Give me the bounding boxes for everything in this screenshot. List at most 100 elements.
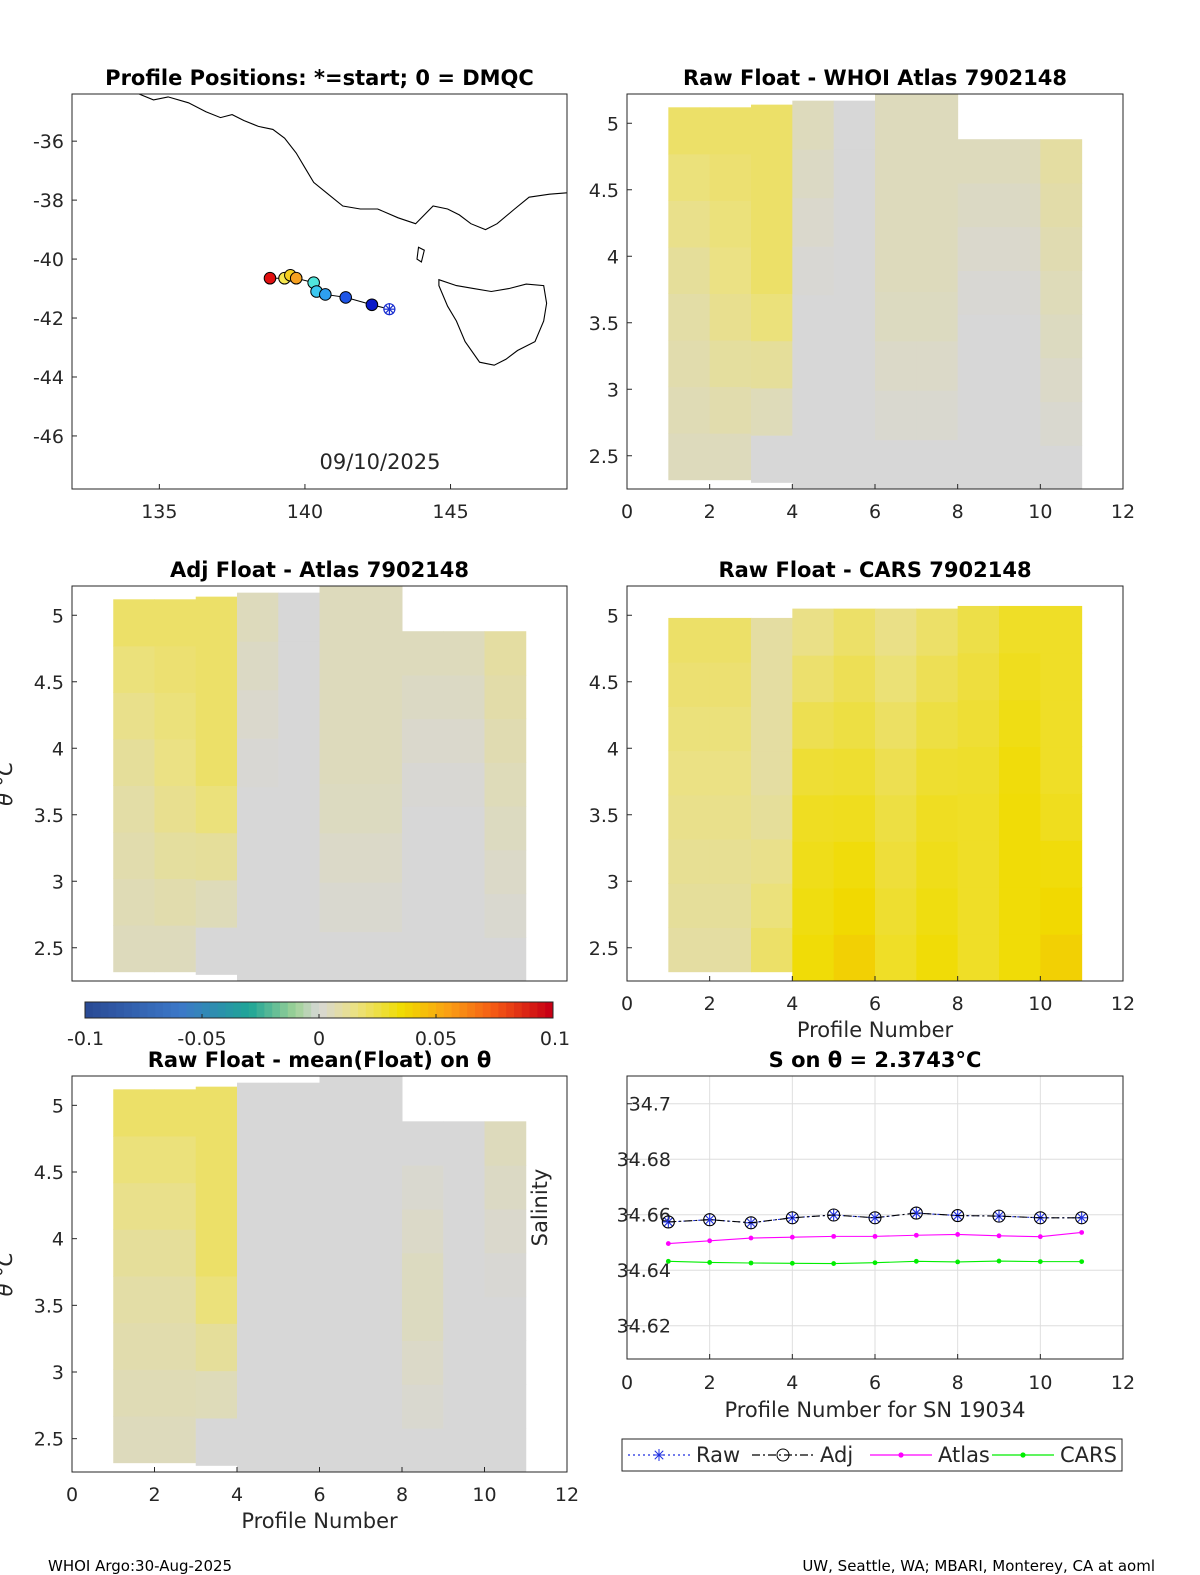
heat-cell (319, 1373, 362, 1423)
data-point (789, 1234, 795, 1240)
heat-cell (916, 655, 959, 703)
heat-cell (278, 1180, 320, 1230)
heat-cell (484, 762, 527, 807)
heat-cell (668, 927, 711, 973)
salinity-legend: Raw Adj Atlas CARS (621, 1438, 1123, 1472)
colorbar-segment (498, 1002, 507, 1018)
colorbar-segment (202, 1002, 211, 1018)
data-point (665, 1258, 671, 1264)
salinity-axes: 0 2 4 6 8 10 12 34.62 34.64 34.66 34.68 34.7 S on θ … (528, 1048, 1135, 1422)
series-line (668, 1212, 1082, 1224)
x-tick-label: 4 (231, 1484, 243, 1506)
adj_atlas-axes: 2.5 3 3.5 4 4.5 5 Adj Float - Atlas 7902148 θ °… (0, 558, 568, 982)
profile-start-star (384, 304, 395, 314)
heat-cell (751, 839, 793, 884)
colorbar-tick-label: 0.05 (415, 1028, 457, 1050)
heat-cell (957, 314, 1000, 359)
heat-cell (709, 794, 752, 840)
heat-cell (237, 1374, 279, 1424)
raw_atlas-axes: 0 2 4 6 8 10 12 2.5 3 3.5 4 4.5 5 Raw Float - WHOI At… (589, 66, 1135, 523)
data-point (992, 1209, 1006, 1223)
heat-cell (875, 701, 917, 749)
heat-cell (278, 883, 320, 933)
coastline-king-island (416, 246, 425, 263)
heat-cell (792, 246, 835, 296)
heat-cell (154, 1416, 197, 1464)
colorbar-segment (131, 1002, 141, 1018)
heat-cell (319, 1274, 362, 1324)
raw_mean-axes: 0 2 4 6 8 10 12 2.5 3 3.5 4 4.5 5 Raw Float - mean(Fl… (0, 1048, 579, 1533)
heat-cell (999, 401, 1041, 446)
x-tick-label: 12 (555, 1484, 579, 1506)
heat-cell (237, 641, 279, 691)
heat-cell (999, 605, 1041, 654)
colorbar-segment (436, 1002, 445, 1018)
colorbar: -0.1 -0.05 0 0.05 0.1 (67, 1001, 570, 1050)
heat-cell (709, 750, 752, 796)
x-tick-label: 4 (786, 993, 798, 1015)
coastline-tasmania (438, 278, 548, 366)
heat-cell (319, 783, 362, 834)
heat-cell (443, 1121, 485, 1166)
y-tick-label: 34.7 (629, 1094, 671, 1116)
heat-cell (278, 1277, 320, 1327)
heat-cell (833, 440, 876, 490)
heat-cell (360, 882, 403, 933)
heat-cell (875, 934, 917, 982)
coastline-mainland (138, 94, 567, 231)
heat-cell (195, 691, 238, 739)
raw_atlas-title: Raw Float - WHOI Atlas 7902148 (683, 66, 1067, 90)
colorbar-segment (529, 1002, 538, 1018)
legend-label: Atlas (938, 1443, 990, 1467)
heat-cell (957, 699, 1000, 748)
colorbar-tick-label: -0.05 (177, 1028, 226, 1050)
heat-cell (319, 1224, 362, 1275)
raw_cars-title: Raw Float - CARS 7902148 (718, 558, 1031, 582)
raw_mean-title: Raw Float - mean(Float) on θ (148, 1048, 492, 1072)
heat-cell (916, 94, 959, 144)
heat-cell (402, 893, 444, 938)
colorbar-tick-label: 0 (313, 1028, 325, 1050)
heat-cell (833, 887, 876, 935)
colorbar-segment (92, 1002, 102, 1018)
heat-cell (319, 635, 362, 686)
y-tick-label: -40 (33, 249, 64, 271)
heat-cell (278, 1374, 320, 1424)
heat-cell (957, 746, 1000, 794)
heat-cell (1040, 652, 1083, 701)
heat-cell (1040, 401, 1083, 446)
y-tick-label: 4.5 (589, 180, 619, 202)
heat-cell (833, 246, 876, 296)
heat-cell (999, 887, 1041, 935)
y-tick-label: 34.68 (617, 1149, 671, 1171)
colorbar-segment (521, 1002, 531, 1018)
heat-cell (875, 390, 917, 441)
data-point (744, 1216, 758, 1230)
heat-cell (792, 841, 835, 889)
heat-cell (999, 699, 1041, 748)
colorbar-segment (225, 1002, 234, 1018)
heat-cell (484, 1165, 527, 1210)
data-point (955, 1232, 961, 1237)
heat-cell (484, 1428, 527, 1473)
y-tick-label: 2.5 (34, 1429, 64, 1451)
heat-cell (875, 192, 917, 243)
heat-cell (668, 153, 711, 201)
series-atlas (665, 1230, 1085, 1246)
heat-cell (792, 294, 835, 344)
footer-right: UW, Seattle, WA; MBARI, Monterey, CA at … (802, 1557, 1155, 1575)
colorbar-segment (186, 1002, 195, 1018)
heat-cell (360, 1422, 403, 1473)
heat-cell (751, 750, 793, 796)
profile-position-marker (289, 271, 303, 285)
heat-cell (443, 1209, 485, 1254)
colorbar-segment (147, 1002, 156, 1018)
heat-cell (668, 706, 711, 752)
heat-cell (751, 293, 793, 342)
heat-cell (113, 878, 155, 926)
heat-cell (443, 1340, 485, 1385)
heat-cell (957, 270, 1000, 315)
heat-cell (709, 433, 752, 481)
heat-cell (278, 592, 320, 642)
raw_mean-ylabel: θ °C (0, 1251, 17, 1296)
